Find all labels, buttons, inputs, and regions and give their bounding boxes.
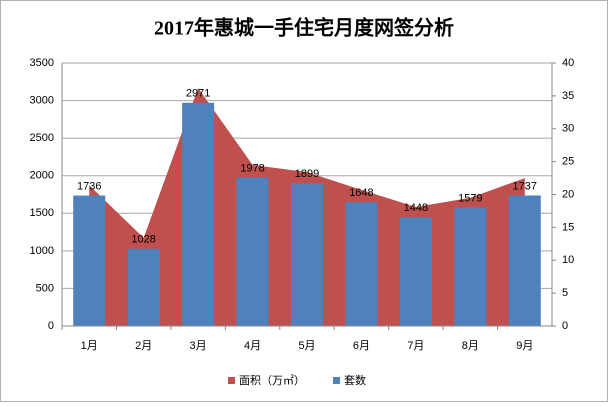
x-tick-label: 8月 [462, 340, 479, 352]
y-tick-label: 0 [48, 320, 54, 332]
data-label: 1737 [513, 180, 537, 192]
bar [127, 248, 160, 326]
bar [73, 195, 106, 326]
legend-label: 面积（万㎡） [239, 374, 305, 387]
data-label: 1579 [458, 192, 482, 204]
x-tick-label: 2月 [135, 340, 152, 352]
data-label: 1899 [295, 168, 319, 180]
y-tick-label: 2500 [30, 132, 54, 144]
y2-tick-label: 40 [562, 57, 574, 69]
x-tick-label: 7月 [407, 340, 424, 352]
bar [508, 195, 541, 326]
y2-tick-label: 15 [562, 221, 574, 233]
bar [399, 217, 432, 326]
y2-tick-label: 35 [562, 90, 574, 102]
y2-tick-label: 30 [562, 123, 574, 135]
x-tick-label: 9月 [516, 340, 533, 352]
chart-title: 2017年惠城一手住宅月度网签分析 [154, 16, 454, 40]
legend-swatch [228, 377, 235, 384]
data-label: 1736 [77, 180, 101, 192]
x-tick-label: 1月 [81, 340, 98, 352]
y-tick-label: 2000 [30, 170, 54, 182]
bar [291, 183, 323, 326]
x-tick-label: 6月 [353, 340, 370, 352]
legend-swatch [333, 377, 340, 384]
x-tick-label: 5月 [298, 340, 315, 352]
data-label: 2971 [186, 88, 210, 100]
data-label: 1448 [404, 202, 428, 214]
y-tick-label: 500 [36, 282, 54, 294]
x-tick-label: 3月 [190, 340, 207, 352]
x-tick-label: 4月 [244, 340, 261, 352]
data-label: 1028 [131, 234, 155, 246]
y2-tick-label: 0 [562, 320, 568, 332]
bar [182, 102, 215, 326]
legend-label: 套数 [344, 374, 366, 387]
data-label: 1648 [349, 187, 373, 199]
y-tick-label: 1500 [30, 207, 54, 219]
y2-tick-label: 5 [562, 287, 568, 299]
data-label: 1978 [240, 162, 264, 174]
bar [454, 207, 487, 326]
y2-tick-label: 20 [562, 188, 574, 200]
bar [236, 177, 269, 326]
y-tick-label: 3500 [30, 57, 54, 69]
y-tick-label: 3000 [30, 94, 54, 106]
y2-tick-label: 10 [562, 254, 574, 266]
y2-tick-label: 25 [562, 156, 574, 168]
bar [345, 202, 378, 326]
y-tick-label: 1000 [30, 245, 54, 257]
